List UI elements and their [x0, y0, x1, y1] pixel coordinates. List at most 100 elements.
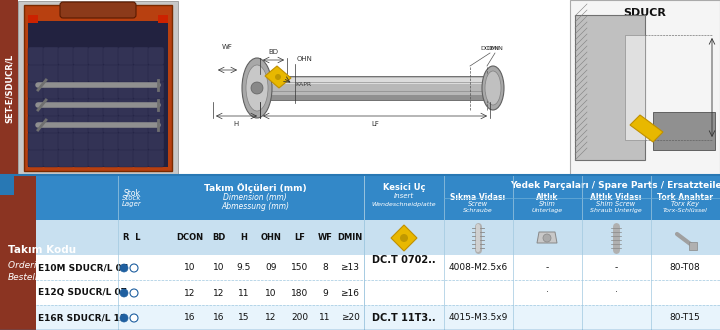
Text: Altlık: Altlık — [536, 193, 558, 202]
Bar — [255, 95, 495, 100]
Text: WF: WF — [318, 234, 333, 243]
Text: 15: 15 — [238, 314, 250, 322]
FancyBboxPatch shape — [73, 81, 89, 99]
Bar — [28, 21, 168, 167]
Text: Wendeschneidplatte: Wendeschneidplatte — [372, 202, 436, 207]
Text: SDUCR: SDUCR — [624, 8, 667, 18]
FancyBboxPatch shape — [103, 98, 119, 116]
Text: E12Q SDUCR/L 07: E12Q SDUCR/L 07 — [38, 288, 127, 298]
Text: 12: 12 — [213, 288, 225, 298]
Bar — [0, 280, 720, 305]
FancyBboxPatch shape — [58, 115, 74, 133]
FancyBboxPatch shape — [43, 149, 59, 167]
Text: 11: 11 — [238, 288, 250, 298]
Polygon shape — [265, 66, 291, 88]
Bar — [24, 5, 172, 171]
Bar — [0, 305, 720, 330]
Text: OHN: OHN — [261, 234, 282, 243]
Circle shape — [543, 234, 551, 242]
Polygon shape — [537, 232, 557, 243]
Text: 12: 12 — [184, 288, 196, 298]
Text: BD: BD — [268, 49, 278, 55]
FancyBboxPatch shape — [148, 115, 164, 133]
Text: 4008-M2.5x6: 4008-M2.5x6 — [449, 263, 508, 273]
Text: Torx-Schlüssel: Torx-Schlüssel — [662, 208, 708, 213]
FancyBboxPatch shape — [88, 132, 104, 150]
FancyBboxPatch shape — [58, 47, 74, 65]
FancyBboxPatch shape — [103, 115, 119, 133]
Text: LF: LF — [371, 121, 379, 127]
Text: ≥20: ≥20 — [341, 314, 359, 322]
FancyBboxPatch shape — [118, 149, 134, 167]
Text: E10M SDUCR/L 07: E10M SDUCR/L 07 — [38, 263, 128, 273]
Bar — [158, 15, 168, 23]
Text: 180: 180 — [292, 288, 309, 298]
Circle shape — [130, 314, 138, 322]
FancyBboxPatch shape — [58, 81, 74, 99]
Bar — [0, 0, 18, 175]
Text: 9: 9 — [322, 288, 328, 298]
Bar — [255, 76, 495, 100]
Text: 200: 200 — [292, 314, 309, 322]
Text: 80-T08: 80-T08 — [670, 263, 701, 273]
FancyBboxPatch shape — [88, 64, 104, 82]
Text: Yedek Parçaları / Spare Parts / Ersatzteile: Yedek Parçaları / Spare Parts / Ersatzte… — [510, 181, 720, 190]
FancyBboxPatch shape — [28, 64, 44, 82]
Text: Insert: Insert — [394, 193, 414, 199]
Text: 10: 10 — [184, 263, 196, 273]
Polygon shape — [391, 225, 417, 251]
FancyBboxPatch shape — [148, 47, 164, 65]
FancyBboxPatch shape — [148, 81, 164, 99]
Circle shape — [120, 289, 128, 297]
Text: 16: 16 — [213, 314, 225, 322]
FancyBboxPatch shape — [103, 132, 119, 150]
Text: Ordering Code: Ordering Code — [8, 260, 73, 270]
Text: BD: BD — [212, 234, 225, 243]
Text: DC.T 11T3..: DC.T 11T3.. — [372, 313, 436, 323]
Bar — [0, 175, 720, 330]
Text: Shim Screw: Shim Screw — [596, 201, 636, 207]
FancyBboxPatch shape — [73, 149, 89, 167]
Circle shape — [120, 314, 128, 322]
Circle shape — [130, 264, 138, 272]
FancyBboxPatch shape — [43, 98, 59, 116]
Text: ≥13: ≥13 — [341, 263, 359, 273]
Text: DMIN: DMIN — [338, 234, 363, 243]
FancyBboxPatch shape — [28, 98, 44, 116]
Text: 11: 11 — [319, 314, 330, 322]
Bar — [255, 78, 495, 84]
FancyBboxPatch shape — [28, 115, 44, 133]
FancyBboxPatch shape — [73, 132, 89, 150]
Text: LF: LF — [294, 234, 305, 243]
FancyBboxPatch shape — [58, 64, 74, 82]
FancyBboxPatch shape — [88, 149, 104, 167]
FancyBboxPatch shape — [133, 64, 149, 82]
Text: 8: 8 — [322, 263, 328, 273]
Text: DCON: DCON — [176, 234, 204, 243]
FancyBboxPatch shape — [133, 115, 149, 133]
Ellipse shape — [246, 65, 268, 111]
FancyBboxPatch shape — [58, 98, 74, 116]
FancyBboxPatch shape — [43, 132, 59, 150]
Bar — [0, 175, 36, 330]
FancyBboxPatch shape — [103, 81, 119, 99]
Text: Unterlage: Unterlage — [531, 208, 562, 213]
Text: Takım Ölçüleri (mm): Takım Ölçüleri (mm) — [204, 183, 306, 193]
Text: WF: WF — [222, 44, 233, 50]
FancyBboxPatch shape — [88, 47, 104, 65]
Bar — [36, 220, 720, 255]
Text: Bestell-Bezeichnung: Bestell-Bezeichnung — [8, 274, 100, 282]
Text: Tork Anahtar: Tork Anahtar — [657, 193, 713, 202]
Text: 150: 150 — [292, 263, 309, 273]
FancyBboxPatch shape — [133, 132, 149, 150]
Text: Abmessung (mm): Abmessung (mm) — [221, 202, 289, 211]
Text: Kesici Uç: Kesici Uç — [383, 183, 426, 192]
FancyBboxPatch shape — [133, 149, 149, 167]
Text: 9.5: 9.5 — [237, 263, 251, 273]
Text: E16R SDUCR/L 11: E16R SDUCR/L 11 — [38, 314, 126, 322]
Ellipse shape — [485, 71, 501, 105]
Text: Sıkma Vidası: Sıkma Vidası — [451, 193, 505, 202]
FancyBboxPatch shape — [28, 132, 44, 150]
Text: 12: 12 — [265, 314, 276, 322]
Bar — [0, 255, 720, 280]
